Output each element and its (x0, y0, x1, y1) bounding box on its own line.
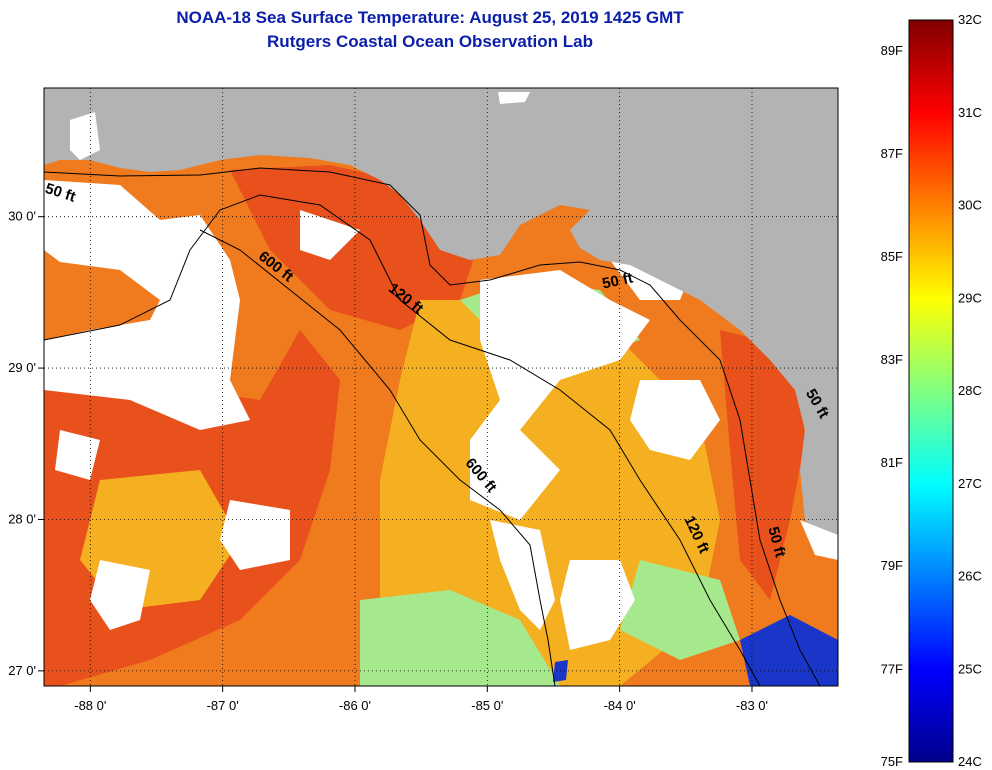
cloud-region (300, 210, 360, 260)
y-tick-label: 30 0' (8, 209, 36, 224)
colorbar-celsius-label: 32C (958, 12, 982, 27)
colorbar-celsius-label: 26C (958, 569, 982, 584)
chart-title: NOAA-18 Sea Surface Temperature: August … (176, 8, 684, 27)
y-tick-label: 27 0' (8, 663, 36, 678)
colorbar-celsius-label: 31C (958, 105, 982, 120)
cloud-region (470, 270, 650, 520)
plot-frame (43, 87, 839, 687)
graticule-grid (44, 88, 838, 686)
colorbar-fahrenheit-label: 85F (881, 249, 903, 264)
cloud-region (55, 430, 100, 480)
cold-sst-region (740, 615, 838, 686)
cloud-region (800, 520, 838, 560)
colorbar-fahrenheit-label: 89F (881, 43, 903, 58)
x-tick-label: -85 0' (471, 698, 503, 713)
x-tick-label: -86 0' (339, 698, 371, 713)
map-plot-area: 50 ft 600 ft 120 ft 50 ft 600 ft 120 ft … (44, 88, 838, 686)
cloud-region (498, 92, 530, 104)
contour-label: 50 ft (601, 270, 635, 293)
depth-contour-600ft (199, 229, 556, 686)
x-tick-label: -84 0' (604, 698, 636, 713)
hot-sst-region (720, 330, 805, 600)
cloud-region (70, 112, 100, 160)
colorbar-fahrenheit-label: 87F (881, 146, 903, 161)
colorbar-celsius-label: 27C (958, 476, 982, 491)
colorbar (908, 19, 954, 763)
colorbar-fahrenheit-label: 79F (881, 558, 903, 573)
colorbar-fahrenheit-label: 77F (881, 661, 903, 676)
x-tick-label: -87 0' (207, 698, 239, 713)
land-mass (44, 88, 838, 545)
colorbar-celsius-label: 30C (958, 198, 982, 213)
colorbar-celsius-label: 25C (958, 661, 982, 676)
colorbar-fahrenheit-label: 83F (881, 352, 903, 367)
colorbar-fahrenheit-label: 75F (881, 754, 903, 769)
cloud-region (220, 500, 290, 570)
cloud-region (560, 560, 635, 650)
depth-contour-50ft (44, 167, 821, 686)
colorbar-fahrenheit-label: 81F (881, 455, 903, 470)
cloud-region (44, 180, 250, 430)
colorbar-celsius-label: 28C (958, 383, 982, 398)
depth-contour-120ft (44, 194, 761, 686)
cloud-region (630, 380, 720, 460)
y-tick-label: 28 0' (8, 511, 36, 526)
y-tick-label: 29 0' (8, 360, 36, 375)
x-tick-label: -88 0' (74, 698, 106, 713)
cool-sst-region (360, 590, 560, 686)
colorbar-fahrenheit-labels: 89F 87F 85F 83F 81F 79F 77F 75F (881, 43, 903, 769)
chart-subtitle: Rutgers Coastal Ocean Observation Lab (267, 32, 593, 51)
cloud-region (490, 520, 555, 630)
colorbar-celsius-labels: 32C 31C 30C 29C 28C 27C 26C 25C 24C (958, 12, 982, 769)
colorbar-celsius-label: 24C (958, 754, 982, 769)
colorbar-celsius-label: 29C (958, 290, 982, 305)
longitude-axis: -88 0' -87 0' -86 0' -85 0' -84 0' -83 0' (74, 686, 768, 713)
x-tick-label: -83 0' (736, 698, 768, 713)
latitude-axis: 27 0' 28 0' 29 0' 30 0' (8, 209, 44, 678)
cloud-region (90, 560, 150, 630)
cool-sst-region (620, 560, 740, 660)
